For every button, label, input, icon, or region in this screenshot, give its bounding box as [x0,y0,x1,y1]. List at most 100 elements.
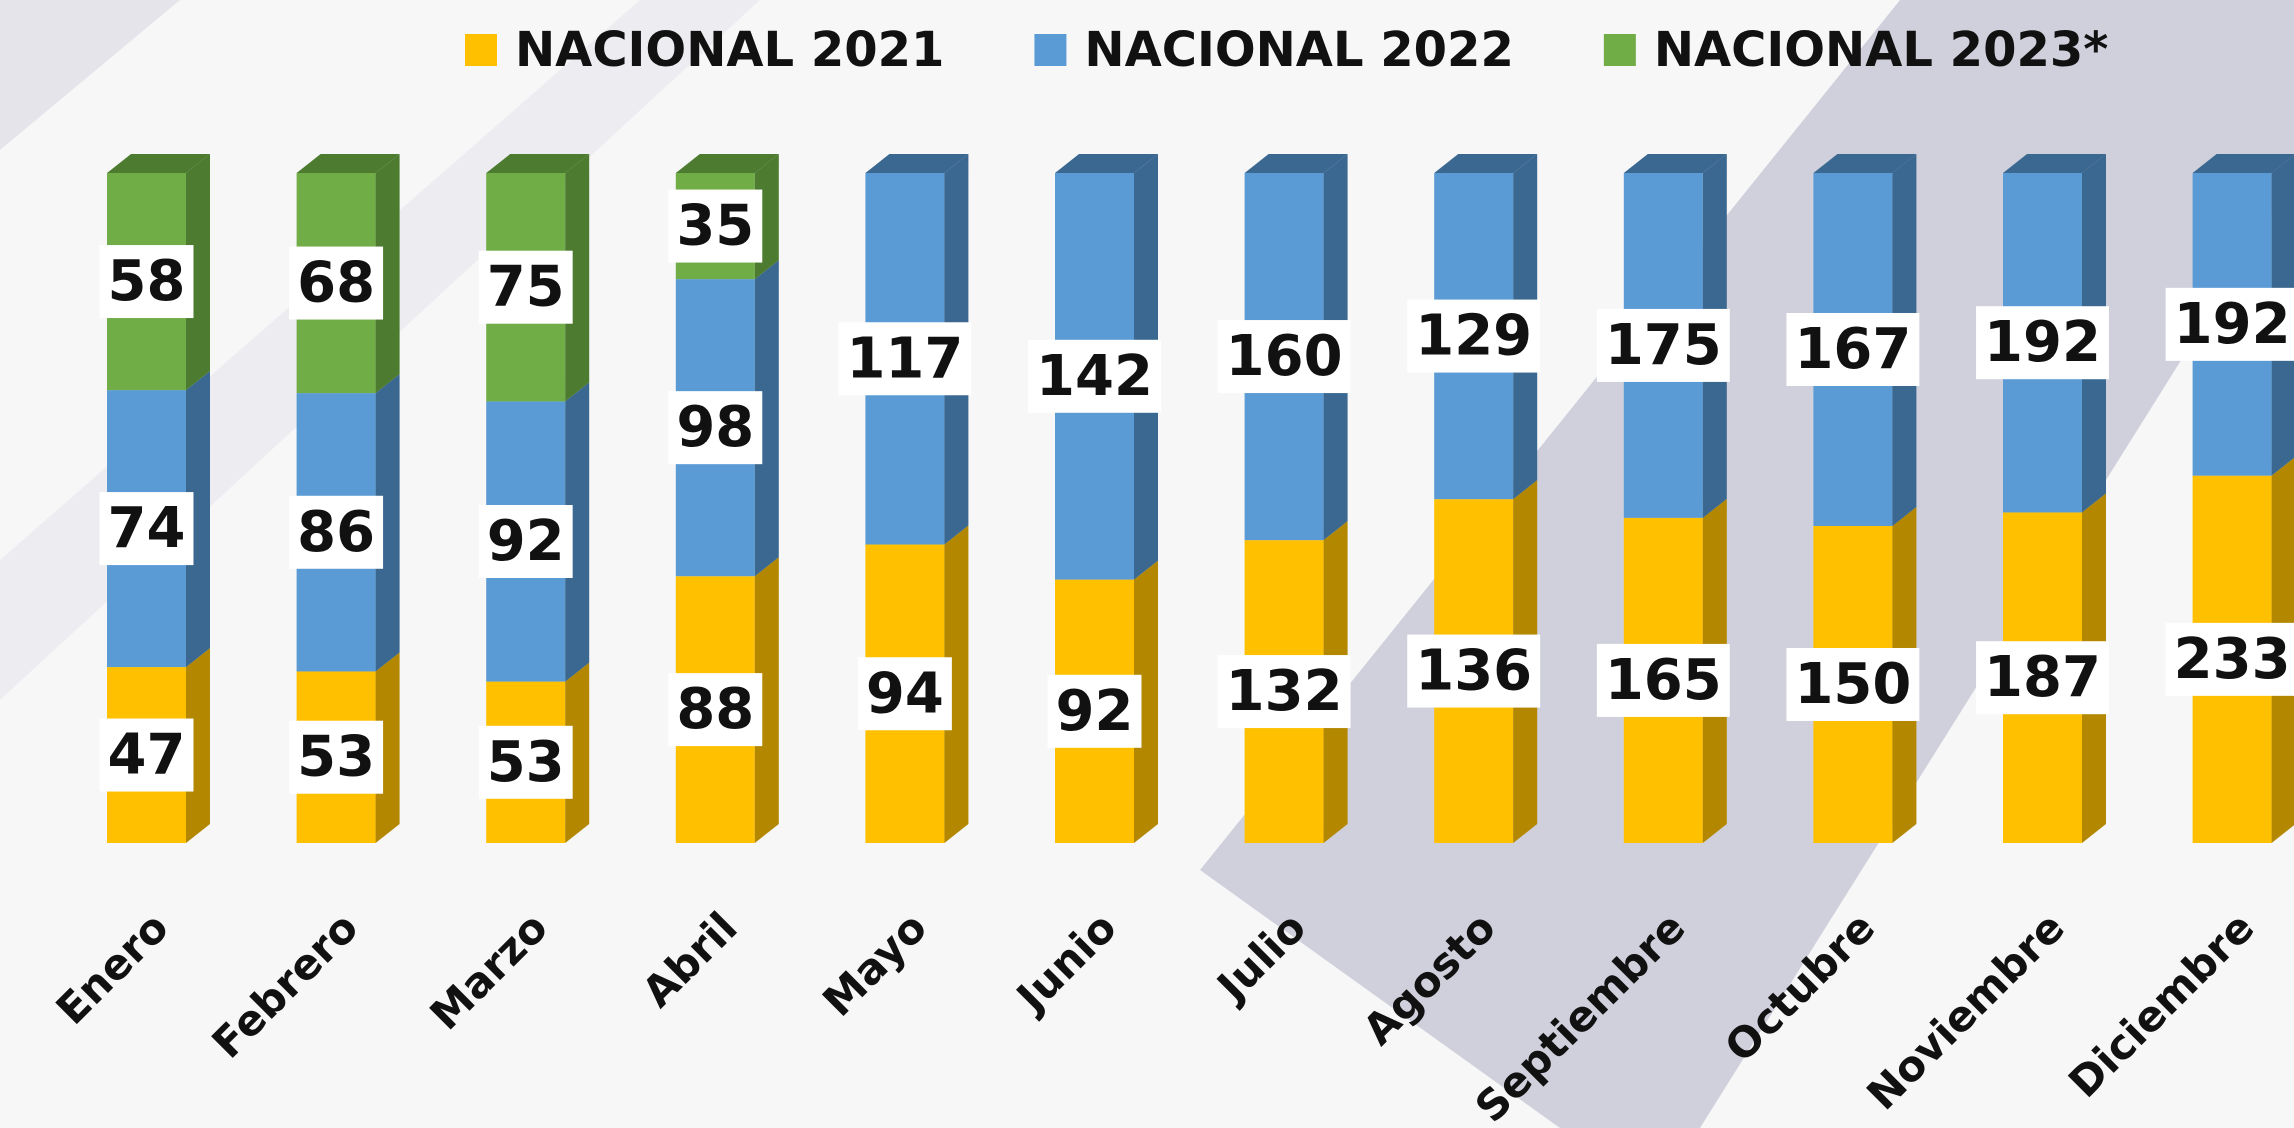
bar-side [565,154,590,402]
bar-side [186,154,210,391]
data-label-box [99,718,194,792]
data-label: 132 [1226,659,1343,724]
bar-side [565,382,590,682]
data-label: 53 [487,730,565,795]
data-label: 187 [1984,645,2101,710]
data-label-box [289,720,384,794]
data-label-box [1786,312,1920,386]
data-label-box [1976,306,2109,380]
data-label: 86 [297,500,375,565]
data-label: 74 [108,496,186,561]
data-label-box [668,673,763,747]
data-label-box [1407,299,1541,373]
x-tick-label: Abril [633,903,747,1017]
data-label: 142 [1036,344,1153,409]
data-label: 68 [297,251,375,316]
bar-top [1813,154,1917,173]
data-label-box [289,246,384,320]
x-tick-label: Diciembre [2059,903,2263,1107]
data-label: 75 [487,255,565,320]
data-label-box [838,322,972,396]
bar-top [1055,154,1158,173]
x-tick-label: Junio [1005,903,1126,1024]
data-label-box [1596,308,1730,382]
legend: NACIONAL 2021 NACIONAL 2022 NACIONAL 2023* [465,22,2108,78]
x-tick-label: Enero [47,903,178,1034]
legend-label: NACIONAL 2023* [1654,22,2109,78]
data-label-box [2165,622,2294,696]
x-tick-label: Noviembre [1857,903,2074,1120]
data-label-box [1047,674,1142,748]
data-label-box [99,492,194,566]
bar-top [107,154,210,173]
data-label: 165 [1605,648,1722,713]
bar-top [1623,154,1727,173]
data-label: 167 [1794,317,1911,382]
bar-side [375,154,400,394]
data-label-box [668,391,763,465]
bar-top [1244,154,1348,173]
data-label-box [1596,643,1730,717]
data-labels: 47 74 58 53 86 68 53 92 75 88 98 35 94 117 92 142 132 160… [99,189,2294,799]
data-label: 192 [2174,292,2291,357]
background-shape [0,0,180,150]
data-label: 175 [1605,313,1722,378]
data-label-box [1217,655,1351,729]
x-tick-label: Febrero [202,903,367,1068]
data-label-box [1786,647,1920,721]
bar-top [2003,154,2106,173]
bar-side [375,374,400,672]
data-label-box [857,657,952,731]
data-label-box [2165,287,2294,361]
data-label: 192 [1984,310,2101,375]
data-label: 92 [487,509,565,574]
legend-swatch [465,34,497,66]
data-label: 136 [1415,639,1532,704]
bar-top [865,154,969,173]
data-label: 117 [846,326,963,391]
data-label: 233 [2174,627,2291,692]
bar-side [375,652,400,843]
legend-swatch [1034,34,1067,66]
data-label: 94 [866,661,944,726]
data-label-box [1217,320,1351,394]
data-label-box [1028,339,1161,413]
data-label: 150 [1794,652,1911,717]
data-label: 129 [1415,304,1532,369]
bar-top [296,154,400,173]
bar-side [944,525,969,843]
bar-top [675,154,779,173]
bar-side [754,557,779,843]
data-label: 92 [1056,679,1134,744]
bar-top [1434,154,1538,173]
data-label: 58 [108,249,186,314]
bar-top [2192,154,2294,173]
data-label: 98 [676,395,754,460]
data-label: 47 [108,723,186,788]
data-label-box [478,505,573,578]
data-label-box [478,250,573,324]
legend-label: NACIONAL 2022 [1084,22,1513,78]
data-label-box [289,495,384,569]
x-tick-label: Mayo [813,903,936,1026]
bar-side [1134,560,1158,843]
bar-side [186,648,210,843]
data-label-box [1407,634,1541,708]
background-shape [1200,0,2294,1128]
data-label: 160 [1226,324,1343,389]
data-label-box [1976,641,2109,715]
data-label: 53 [297,725,375,790]
x-tick-label: Marzo [420,903,557,1040]
data-label-box [99,245,194,319]
bar-side [754,260,779,577]
data-label: 88 [676,677,754,742]
data-label-box [478,725,573,799]
bar-top [486,154,590,173]
legend-swatch [1603,34,1636,66]
x-axis: Enero Febrero Marzo Abril Mayo Junio Julio Agos… [47,903,2264,1128]
data-label-box [668,189,763,263]
bar-side [186,371,210,668]
data-label: 35 [676,194,754,259]
